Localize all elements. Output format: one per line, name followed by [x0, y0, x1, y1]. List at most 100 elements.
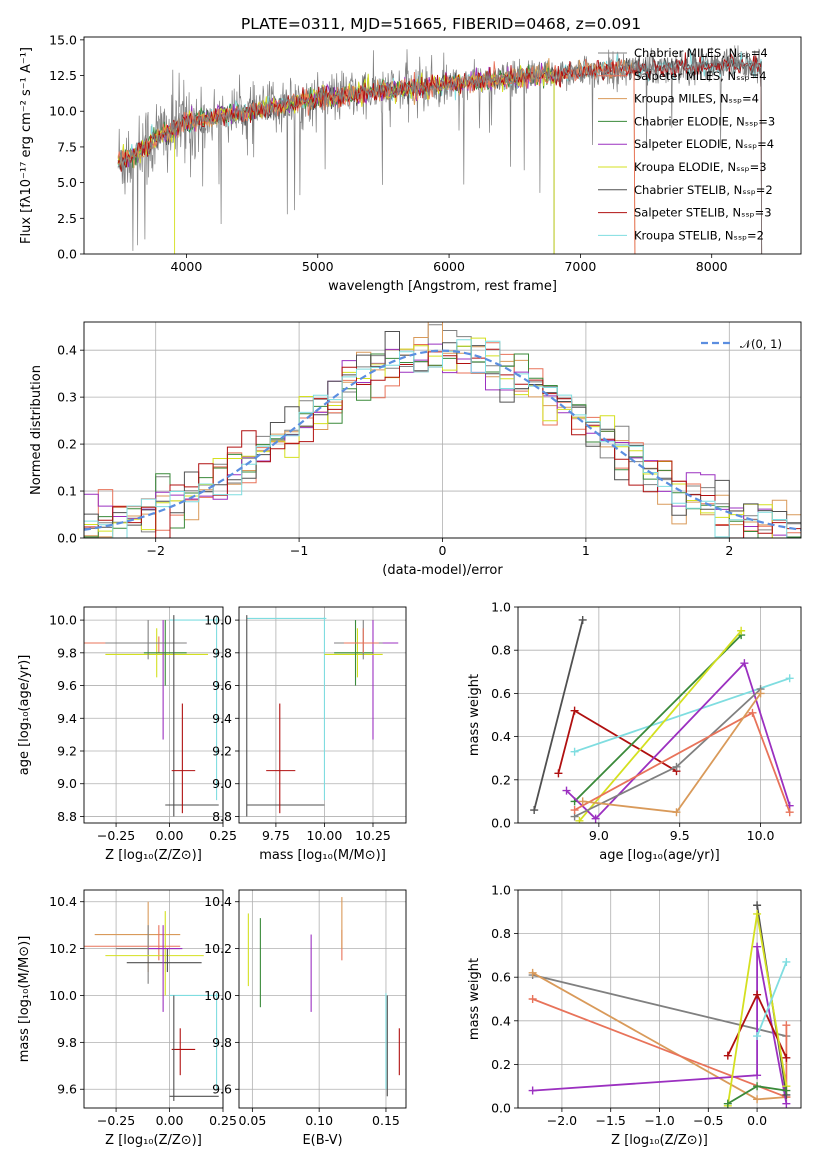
- y-tick-label: 0.8: [491, 926, 511, 941]
- plus-marker: [570, 806, 579, 815]
- y-tick-label: 0.2: [57, 437, 77, 452]
- plus-marker: [530, 806, 539, 815]
- x-tick-label: −2.0: [547, 1113, 577, 1128]
- x-tick-label: 5000: [302, 259, 334, 274]
- y-tick-label: 9.8: [212, 1035, 232, 1050]
- errorbar-point: [84, 636, 174, 653]
- plus-marker: [570, 747, 579, 756]
- plot-area: [117, 45, 763, 254]
- y-tick-label: 9.2: [212, 744, 232, 759]
- y-tick-label: 0.4: [491, 1013, 511, 1028]
- y-tick-label: 8.8: [212, 809, 232, 824]
- y-axis-label: Flux [fλ10⁻¹⁷ erg cm⁻² s⁻¹ A⁻¹]: [19, 47, 34, 244]
- legend-entry: Salpeter STELIB, Nₛₛₚ=3: [634, 206, 772, 220]
- y-axis-label: mass weight: [467, 958, 482, 1040]
- x-tick-label: −0.25: [97, 828, 135, 843]
- mass-weight-series: [554, 706, 681, 778]
- y-tick-label: 7.5: [57, 139, 77, 154]
- panel-residuals: −2 −1 0 1 2 0.0 0.1 0.2 0.3 0.4 (data-model)/error…: [29, 321, 802, 578]
- axes-frame: [238, 606, 407, 824]
- histogram-step: [84, 322, 801, 538]
- plus-marker: [570, 706, 579, 715]
- plus-marker: [756, 689, 765, 698]
- mass-weight-series: [530, 615, 587, 815]
- x-tick-label: 0.00: [156, 1113, 184, 1128]
- x-tick-label: 2: [725, 543, 733, 558]
- y-tick-label: 15.0: [49, 32, 77, 47]
- panel-mass_vs_EBV: 0.05 0.10 0.15 9.6 9.8 10.0 10.2 10.4 E(B-V): [204, 889, 407, 1148]
- errorbar-point: [343, 628, 379, 653]
- axes-frame: [83, 36, 802, 255]
- axes-frame: [83, 321, 802, 539]
- y-tick-label: 0.0: [57, 247, 77, 262]
- panel-age_vs_Z: −0.25 0.00 0.25 8.8 9.0 9.2 9.4 9.6 9.8 10.0 Z [lo…: [17, 606, 237, 863]
- y-tick-label: 8.8: [57, 809, 77, 824]
- y-tick-label: 0.3: [57, 390, 77, 405]
- y-tick-label: 12.5: [49, 68, 77, 83]
- x-tick-label: 0.25: [209, 1113, 237, 1128]
- y-tick-label: 10.4: [204, 894, 232, 909]
- plus-marker: [672, 762, 681, 771]
- panel-spectrum: 4000 5000 6000 7000 8000 0.0 2.5 5.0 7.5 10.0 12.5…: [19, 32, 802, 294]
- errorbar-point: [165, 615, 219, 817]
- y-tick-label: 0.4: [491, 729, 511, 744]
- x-tick-label: 0.15: [372, 1113, 400, 1128]
- y-tick-label: 9.8: [57, 1035, 77, 1050]
- errorbar-point: [143, 620, 187, 686]
- y-tick-label: 0.0: [491, 1101, 511, 1116]
- plus-marker: [782, 1086, 791, 1095]
- errorbar-point: [246, 616, 327, 801]
- plus-marker: [782, 957, 791, 966]
- x-axis-label: E(B-V): [302, 1133, 342, 1148]
- x-tick-label: 10.00: [307, 828, 343, 843]
- errorbar-point: [116, 925, 181, 984]
- errorbar-point: [169, 993, 219, 1090]
- x-tick-label: 10.0: [747, 828, 775, 843]
- y-tick-label: 0.2: [491, 1057, 511, 1072]
- plot-area: [84, 901, 219, 1101]
- plot-area: [247, 897, 400, 1097]
- plot-area: [84, 322, 801, 538]
- plus-marker: [578, 797, 587, 806]
- axes-frame: [517, 606, 802, 824]
- plot-area: [84, 615, 219, 817]
- y-tick-label: 9.0: [212, 776, 232, 791]
- series-line: [533, 619, 584, 811]
- x-tick-label: 10.25: [355, 828, 391, 843]
- plus-marker: [785, 674, 794, 683]
- series-line: [578, 630, 742, 822]
- panel-massweight_vs_age: 9.0 9.5 10.0 0.0 0.2 0.4 0.6 0.8 1.0 age [log₁₀(a…: [467, 600, 802, 863]
- plus-marker: [723, 1099, 732, 1108]
- y-axis-label: mass weight: [467, 674, 482, 756]
- legend-entry: Salpeter MILES, Nₛₛₚ=4: [634, 69, 767, 83]
- y-tick-label: 9.8: [212, 645, 232, 660]
- plus-marker: [723, 1051, 732, 1060]
- y-axis-label: mass [log₁₀(M/M⊙)]: [17, 936, 32, 1063]
- mass-weight-series: [723, 990, 791, 1062]
- y-tick-label: 0.8: [491, 643, 511, 658]
- legend-entry: 𝒩(0, 1): [740, 337, 782, 351]
- x-tick-label: −1.0: [644, 1113, 674, 1128]
- errorbar-point: [84, 925, 181, 961]
- panel-mass_vs_Z: −0.25 0.00 0.25 9.6 9.8 10.0 10.2 10.4 Z [log₁₀(…: [17, 889, 237, 1148]
- errorbar-point: [148, 925, 183, 1012]
- errorbar-point: [334, 620, 399, 740]
- plus-marker: [782, 1053, 791, 1062]
- x-tick-label: 9.75: [262, 828, 290, 843]
- y-tick-label: 10.0: [49, 613, 77, 628]
- x-tick-label: 9.5: [670, 828, 690, 843]
- y-tick-label: 10.0: [49, 104, 77, 119]
- plus-marker: [578, 615, 587, 624]
- x-tick-label: 9.0: [589, 828, 609, 843]
- panel-age_vs_mass: 9.75 10.00 10.25 8.8 9.0 9.2 9.4 9.6 9.8 10.0 mass…: [204, 606, 407, 863]
- axes-frame: [83, 889, 224, 1109]
- plot-area: [528, 901, 791, 1108]
- x-tick-label: −0.5: [693, 1113, 723, 1128]
- y-tick-label: 0.2: [491, 772, 511, 787]
- plus-marker: [753, 942, 762, 951]
- errorbar-point: [171, 703, 196, 814]
- y-tick-label: 10.4: [49, 894, 77, 909]
- x-tick-label: 8000: [696, 259, 728, 274]
- legend-entry: Kroupa STELIB, Nₛₛₚ=2: [634, 228, 764, 242]
